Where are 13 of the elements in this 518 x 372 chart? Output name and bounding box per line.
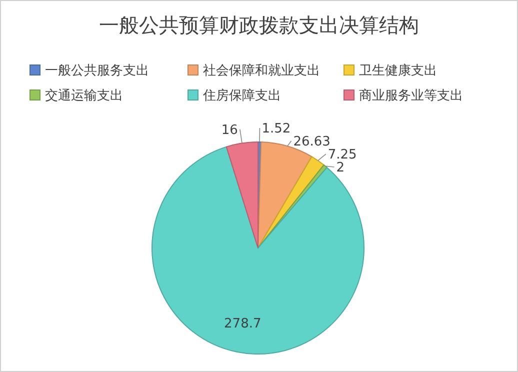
legend-label: 卫生健康支出 [359,64,437,79]
legend-label: 商业服务业等支出 [359,88,463,104]
data-label: 16 [221,122,238,138]
data-label: 1.52 [262,122,291,137]
legend-label: 社会保障和就业支出 [203,64,320,79]
data-label: 26.63 [293,134,330,150]
data-label: 278.7 [224,316,262,332]
legend-label: 一般公共服务支出 [45,64,149,79]
chart-title: 一般公共预算财政拨款支出决算结构 [99,13,419,37]
legend-label: 住房保障支出 [202,88,281,104]
legend-label: 交通运输支出 [45,88,123,104]
data-label: 2 [336,160,345,176]
data-label: 7.25 [328,148,357,163]
